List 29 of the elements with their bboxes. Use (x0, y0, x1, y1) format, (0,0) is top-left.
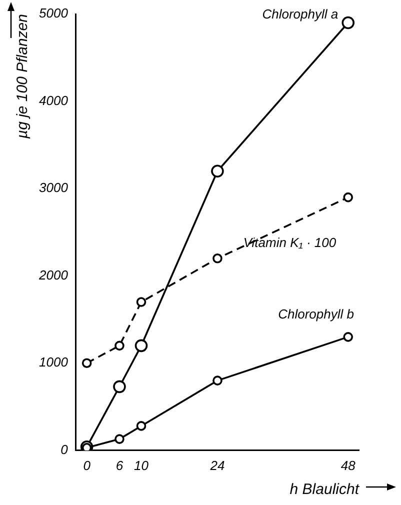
point (212, 253, 222, 264)
point (343, 192, 354, 202)
point (114, 340, 124, 351)
point (343, 332, 354, 342)
x-tick-label: 10 (134, 458, 150, 473)
point (114, 434, 124, 444)
series-label: Chlorophyll a (262, 6, 338, 22)
x-tick-label: 24 (209, 458, 225, 473)
y-tick-label: 5000 (39, 6, 69, 21)
point (136, 421, 146, 431)
y-tick-label: 1000 (39, 354, 69, 370)
y-tick-label: 2000 (38, 267, 69, 282)
x-tick-label: 0 (83, 458, 92, 473)
point (211, 164, 224, 178)
y-axis-title: µg je 100 Pflanzen (14, 14, 32, 139)
point (134, 339, 148, 352)
point (342, 16, 355, 30)
y-tick-label: 4000 (39, 92, 69, 108)
y-tick-label: 0 (60, 442, 69, 458)
y-tick-label: 3000 (39, 180, 69, 196)
series-label: Chlorophyll b (278, 306, 354, 322)
point (136, 297, 146, 307)
x-axis-title: h Blaulicht (290, 481, 360, 498)
point (212, 376, 222, 386)
point (82, 358, 92, 368)
point (113, 380, 126, 394)
x-tick-label: 48 (340, 458, 356, 473)
x-tick-label: 6 (116, 458, 124, 473)
series-label: Vitamin K₁ · 100 (243, 234, 337, 250)
